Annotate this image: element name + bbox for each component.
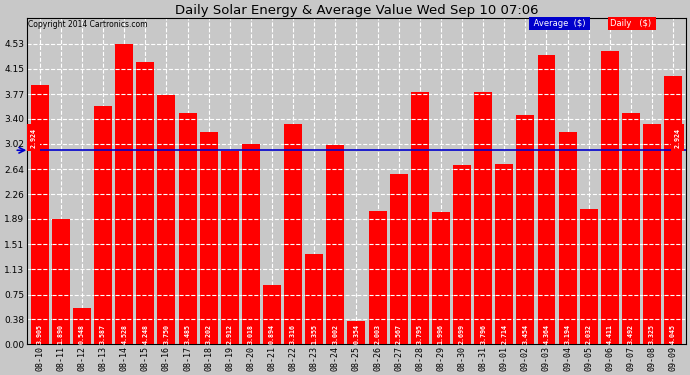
- Text: 2.003: 2.003: [375, 324, 381, 344]
- Text: 3.454: 3.454: [522, 324, 529, 344]
- Text: 4.528: 4.528: [121, 324, 127, 344]
- Bar: [538, 55, 555, 345]
- Bar: [348, 321, 366, 345]
- Text: 2.699: 2.699: [459, 324, 465, 344]
- Text: 2.032: 2.032: [586, 324, 592, 344]
- Bar: [284, 124, 302, 345]
- Text: 3.587: 3.587: [100, 324, 106, 344]
- Bar: [495, 164, 513, 345]
- Bar: [390, 174, 408, 345]
- Bar: [305, 255, 323, 345]
- Text: 1.996: 1.996: [438, 324, 444, 344]
- Text: 2.924: 2.924: [674, 128, 680, 148]
- Text: 3.325: 3.325: [649, 324, 655, 344]
- Text: 3.202: 3.202: [206, 324, 212, 344]
- Text: 3.492: 3.492: [628, 324, 634, 344]
- Bar: [474, 92, 492, 345]
- Text: 3.316: 3.316: [290, 324, 296, 344]
- Bar: [199, 132, 217, 345]
- Bar: [137, 62, 155, 345]
- Bar: [368, 211, 386, 345]
- Text: Average  ($): Average ($): [531, 19, 588, 28]
- Text: 2.912: 2.912: [227, 324, 233, 344]
- Text: 1.355: 1.355: [311, 324, 317, 344]
- Text: 3.796: 3.796: [480, 324, 486, 344]
- Text: 0.894: 0.894: [269, 324, 275, 344]
- Text: Daily   ($): Daily ($): [610, 19, 653, 28]
- Bar: [601, 51, 619, 345]
- Bar: [73, 308, 91, 345]
- Bar: [516, 115, 534, 345]
- Text: 3.750: 3.750: [164, 324, 170, 344]
- Bar: [411, 92, 428, 345]
- Bar: [453, 165, 471, 345]
- Text: 3.905: 3.905: [37, 324, 43, 344]
- Bar: [643, 124, 661, 345]
- Bar: [221, 151, 239, 345]
- Text: 4.364: 4.364: [544, 324, 549, 344]
- Text: 3.002: 3.002: [333, 324, 338, 344]
- Text: 2.924: 2.924: [30, 128, 37, 148]
- Text: 1.890: 1.890: [58, 324, 64, 344]
- Text: 4.045: 4.045: [670, 324, 676, 344]
- Bar: [580, 210, 598, 345]
- Title: Daily Solar Energy & Average Value Wed Sep 10 07:06: Daily Solar Energy & Average Value Wed S…: [175, 4, 538, 17]
- Bar: [157, 95, 175, 345]
- Bar: [242, 144, 260, 345]
- Text: 4.248: 4.248: [142, 324, 148, 344]
- Text: 0.548: 0.548: [79, 324, 85, 344]
- Bar: [622, 112, 640, 345]
- Bar: [31, 85, 49, 345]
- Bar: [52, 219, 70, 345]
- Bar: [115, 44, 133, 345]
- Bar: [432, 212, 450, 345]
- Text: 4.411: 4.411: [607, 324, 613, 344]
- Text: 2.567: 2.567: [395, 324, 402, 344]
- Bar: [263, 285, 281, 345]
- Text: Copyright 2014 Cartronics.com: Copyright 2014 Cartronics.com: [28, 20, 148, 29]
- Bar: [326, 145, 344, 345]
- Bar: [559, 132, 577, 345]
- Text: 2.714: 2.714: [501, 324, 507, 344]
- Bar: [179, 113, 197, 345]
- Text: 3.194: 3.194: [564, 324, 571, 344]
- Bar: [94, 106, 112, 345]
- Bar: [664, 76, 682, 345]
- Text: 3.018: 3.018: [248, 324, 254, 344]
- Text: 0.354: 0.354: [353, 324, 359, 344]
- Text: 3.485: 3.485: [184, 324, 190, 344]
- Text: 3.795: 3.795: [417, 324, 423, 344]
